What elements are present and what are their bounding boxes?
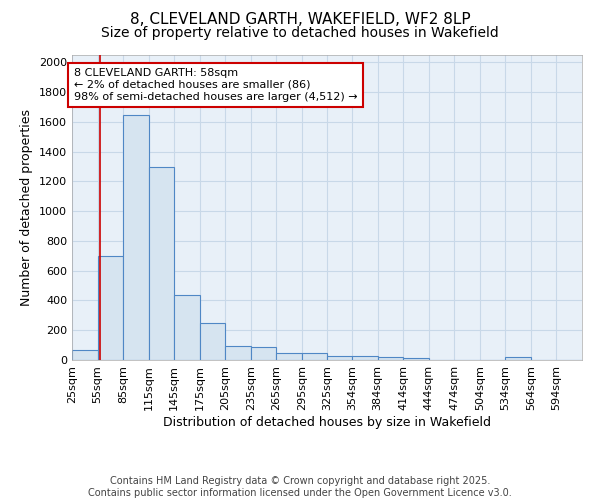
Bar (328, 356, 352, 360)
Bar (251, 348, 277, 360)
Text: 8, CLEVELAND GARTH, WAKEFIELD, WF2 8LP: 8, CLEVELAND GARTH, WAKEFIELD, WF2 8LP (130, 12, 470, 28)
Text: 8 CLEVELAND GARTH: 58sqm
← 2% of detached houses are smaller (86)
98% of semi-de: 8 CLEVELAND GARTH: 58sqm ← 2% of detache… (74, 68, 358, 102)
Text: Contains HM Land Registry data © Crown copyright and database right 2025.
Contai: Contains HM Land Registry data © Crown c… (88, 476, 512, 498)
Bar (377, 357, 403, 360)
Text: Size of property relative to detached houses in Wakefield: Size of property relative to detached ho… (101, 26, 499, 40)
Bar (302, 352, 328, 360)
X-axis label: Distribution of detached houses by size in Wakefield: Distribution of detached houses by size … (163, 416, 491, 428)
Bar (174, 294, 200, 360)
Bar (225, 346, 251, 360)
Bar (72, 350, 98, 360)
Bar (352, 356, 377, 360)
Y-axis label: Number of detached properties: Number of detached properties (20, 109, 34, 306)
Bar (98, 256, 123, 360)
Bar (403, 358, 429, 360)
Bar (149, 166, 174, 360)
Bar (123, 114, 149, 360)
Bar (505, 357, 531, 360)
Bar (200, 323, 225, 360)
Bar (277, 352, 302, 360)
